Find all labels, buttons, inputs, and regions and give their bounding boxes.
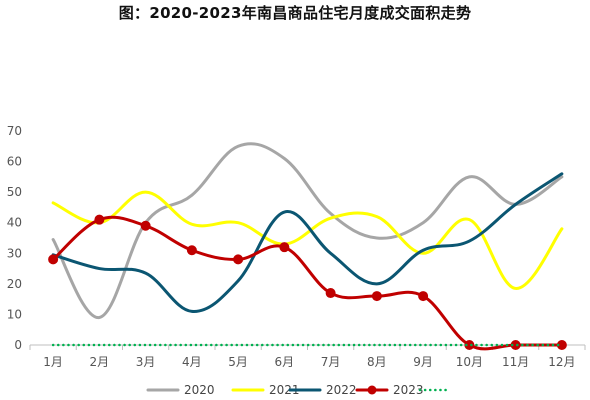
y-tick-label: 0 — [14, 338, 22, 352]
y-tick-label: 70 — [7, 124, 22, 138]
x-tick-label: 3月 — [136, 355, 156, 369]
data-point-2023 — [464, 340, 475, 350]
data-point-2023 — [325, 288, 336, 299]
data-point-2023 — [233, 254, 244, 265]
x-tick-label: 12月 — [548, 355, 575, 369]
data-point-2023 — [279, 242, 290, 253]
chart-title: 图：2020-2023年南昌商品住宅月度成交面积走势 — [118, 4, 472, 22]
data-point-2023 — [94, 214, 105, 225]
x-tick-label: 11月 — [502, 355, 529, 369]
legend-label: 2020 — [184, 383, 215, 397]
legend-label: 2023 — [393, 383, 424, 397]
x-tick-label: 7月 — [321, 355, 341, 369]
x-tick-label: 4月 — [182, 355, 202, 369]
data-point-2023 — [186, 245, 197, 256]
legend-label: 2021 — [269, 383, 300, 397]
x-tick-label: 6月 — [275, 355, 295, 369]
x-tick-label: 8月 — [367, 355, 387, 369]
y-tick-label: 60 — [7, 155, 22, 169]
x-tick-label: 1月 — [43, 355, 63, 369]
y-tick-label: 20 — [7, 277, 22, 291]
legend-label: 2022 — [326, 383, 357, 397]
legend-marker — [367, 385, 377, 395]
data-point-2023 — [371, 291, 382, 302]
series-line-2021 — [51, 190, 564, 290]
y-tick-label: 50 — [7, 185, 22, 199]
series-line-2022 — [51, 172, 564, 313]
data-point-2023 — [418, 291, 429, 302]
y-tick-label: 10 — [7, 307, 22, 321]
series-line-2023 — [51, 215, 564, 351]
x-tick-label: 5月 — [228, 355, 248, 369]
x-tick-label: 2月 — [90, 355, 110, 369]
y-tick-label: 30 — [7, 246, 22, 260]
x-tick-label: 10月 — [456, 355, 483, 369]
data-point-2023 — [140, 220, 151, 231]
y-tick-label: 40 — [7, 216, 22, 230]
data-point-2023 — [48, 254, 59, 265]
x-tick-label: 9月 — [413, 355, 433, 369]
